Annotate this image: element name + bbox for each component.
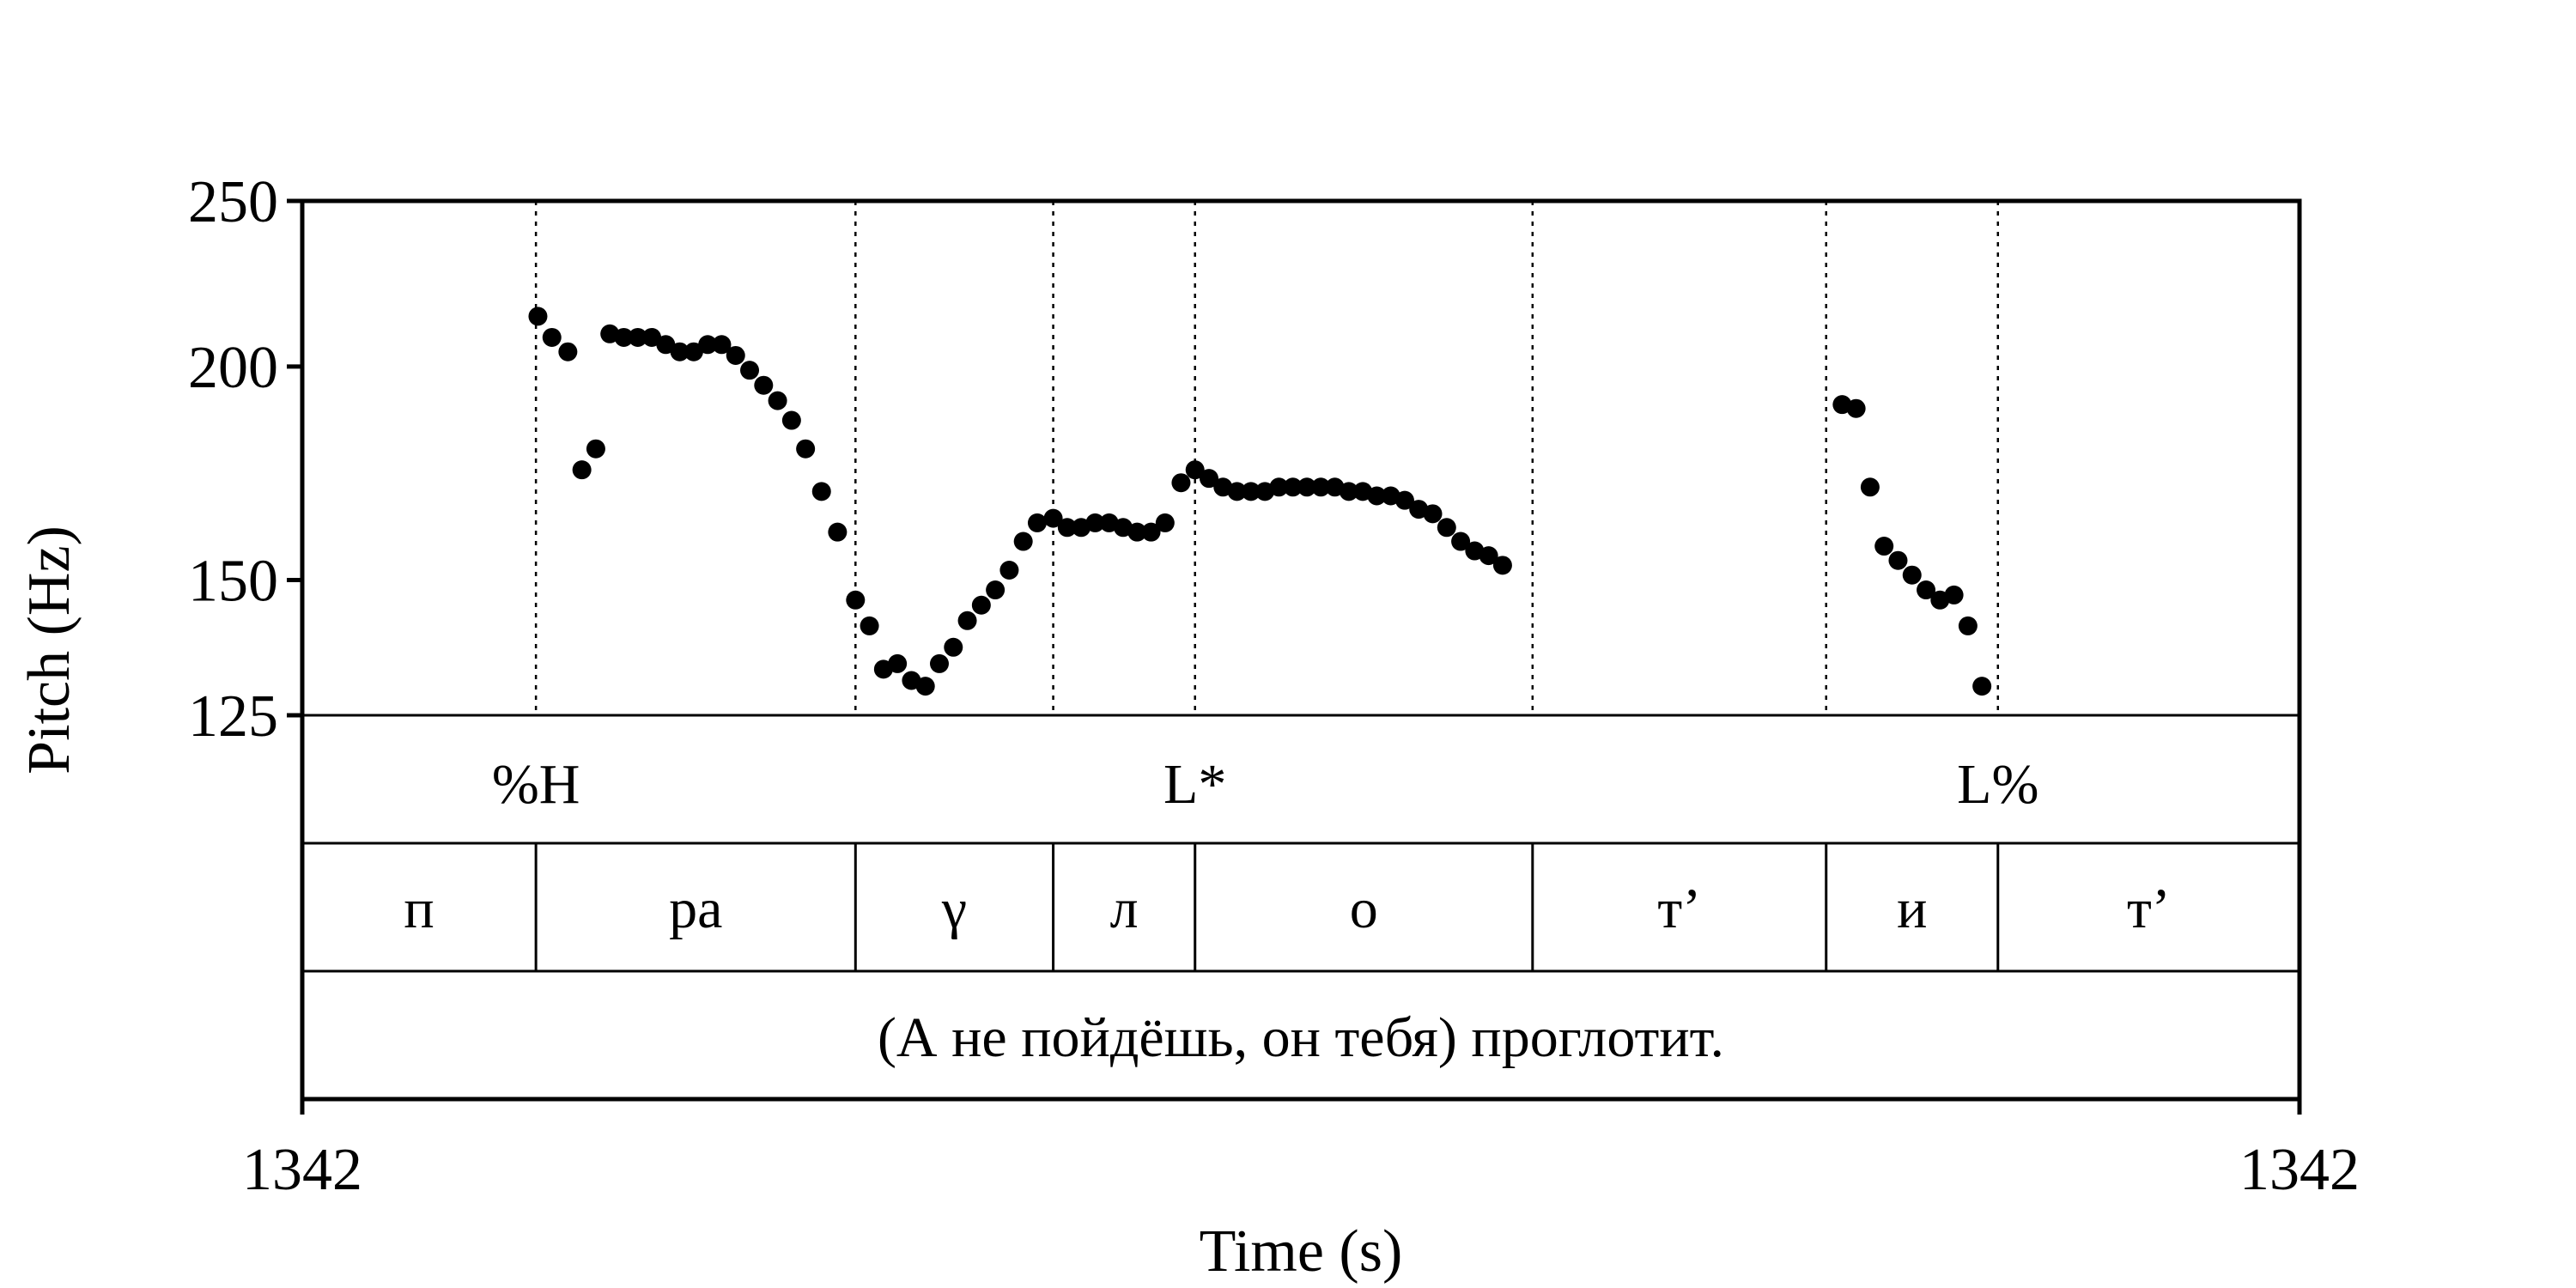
pitch-point [1917, 580, 1936, 600]
y-tick-label: 250 [188, 169, 278, 235]
pitch-point [1423, 504, 1443, 524]
pitch-point [1085, 513, 1105, 532]
pitch-point [1437, 518, 1456, 538]
y-tick-label: 150 [188, 548, 278, 614]
pitch-point [712, 335, 732, 355]
segment-label: ра [669, 878, 722, 940]
plot-border [300, 198, 2302, 1102]
segment-label: и [1897, 878, 1927, 940]
pitch-point [846, 590, 866, 610]
pitch-point [1200, 469, 1219, 489]
pitch-point [1367, 486, 1387, 506]
pitch-point [1171, 473, 1191, 493]
pitch-point [796, 439, 816, 459]
pitch-point [1185, 460, 1205, 480]
plot-frame [300, 198, 2302, 1102]
pitch-point [915, 677, 935, 696]
pitch-point [1394, 490, 1414, 510]
segment-label: т’ [2127, 878, 2171, 940]
tone-tier: %H L* L% [492, 753, 2039, 816]
pitch-point [888, 653, 908, 673]
pitch-point [1127, 522, 1147, 542]
pitch-point [828, 522, 848, 542]
segment-label: о [1350, 878, 1378, 940]
pitch-point [1944, 585, 1964, 605]
segment-label: п [404, 878, 434, 940]
pitch-point [1141, 522, 1161, 542]
pitch-point [683, 342, 703, 361]
pitch-point [1492, 556, 1512, 575]
pitch-point [740, 361, 760, 380]
pitch-point [614, 327, 634, 347]
pitch-point [558, 342, 578, 361]
pitch-point [1479, 546, 1498, 566]
y-axis: 125 150 200 250 [188, 169, 302, 750]
segment-label: γ [941, 878, 967, 940]
segment-label: т’ [1657, 878, 1701, 940]
segment-label: л [1110, 878, 1139, 940]
pitch-point [999, 560, 1019, 580]
pitch-point [971, 595, 991, 615]
pitch-point [670, 342, 690, 361]
pitch-point [768, 391, 787, 410]
pitch-point [811, 482, 831, 501]
pitch-point [1874, 537, 1894, 556]
pitch-point [726, 345, 745, 365]
pitch-point [1043, 508, 1063, 528]
tone-label: L* [1163, 753, 1226, 816]
pitch-point [528, 307, 548, 326]
tone-label: %H [492, 753, 580, 816]
pitch-point [1860, 477, 1880, 497]
utterance-label: (А не пойдёшь, он тебя) проглотит. [878, 1006, 1724, 1069]
x-start-label: 1342 [242, 1137, 362, 1203]
pitch-point [572, 460, 592, 480]
pitch-point [781, 410, 801, 430]
pitch-point [1155, 513, 1175, 532]
pitch-point [1027, 513, 1047, 532]
x-axis-title: Time (s) [1200, 1218, 1403, 1285]
pitch-point [1013, 532, 1033, 551]
pitch-point [957, 611, 977, 630]
pitch-point [1888, 550, 1908, 570]
pitch-point [1297, 477, 1316, 497]
pitch-points [528, 307, 1992, 696]
pitch-point [642, 327, 662, 347]
segment-tier: п ра γ л о т’ и т’ [404, 878, 2170, 940]
pitch-point [1451, 532, 1471, 551]
pitch-point [1339, 482, 1358, 501]
pitch-point [1846, 398, 1866, 418]
pitch-point [1283, 477, 1303, 497]
pitch-point [542, 327, 562, 347]
tone-label: L% [1957, 753, 2038, 816]
pitch-point [944, 637, 963, 657]
pitch-point [656, 335, 676, 355]
x-end-label: 1342 [2239, 1137, 2360, 1203]
pitch-point [698, 335, 718, 355]
y-tick-label: 125 [188, 683, 278, 750]
pitch-point [628, 327, 647, 347]
pitch-point [754, 375, 774, 395]
boundary-lines [534, 201, 2000, 971]
pitch-point [1902, 565, 1922, 585]
pitch-point [1241, 482, 1261, 501]
pitch-point [1269, 477, 1289, 497]
y-tick-label: 200 [188, 335, 278, 401]
pitch-point [929, 653, 949, 673]
pitch-point [1311, 477, 1331, 497]
pitch-point [1958, 616, 1978, 635]
pitch-point [1972, 677, 1992, 696]
pitch-point [1057, 518, 1077, 538]
pitch-point [1227, 482, 1247, 501]
pitch-point [986, 580, 1005, 600]
y-axis-title: Pitch (Hz) [16, 526, 82, 775]
pitch-point [586, 439, 605, 459]
pitch-point [860, 616, 879, 635]
